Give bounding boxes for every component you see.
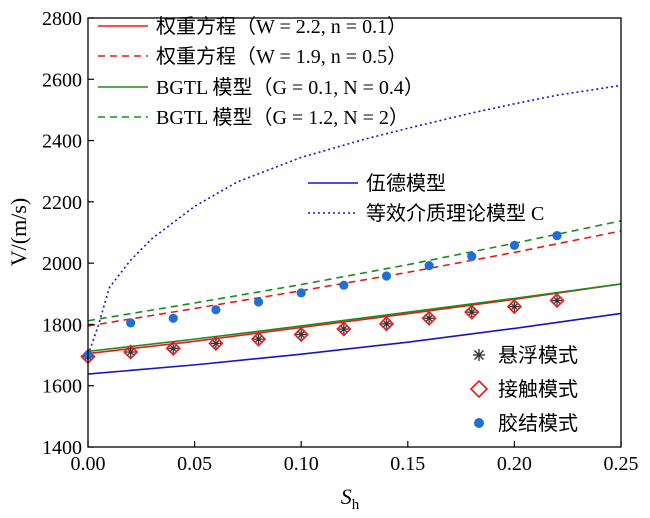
- axes-layer: 0.00 0.05 0.10 0.15 0.20 0.25 1400 1600 1800 2000…: [42, 8, 639, 475]
- series-2-line: [87, 230, 622, 327]
- series-8-point: [506, 299, 523, 315]
- legend-label-1: 权重方程（W = 2.2, n = 0.1）: [156, 15, 407, 38]
- x-tick-label: 0.00: [71, 453, 106, 475]
- series-7-point: [552, 295, 563, 306]
- series-7-point: [168, 343, 179, 354]
- series-8-point: [378, 316, 395, 332]
- series-8-point: [250, 331, 267, 347]
- legend-bottom-right: 悬浮模式 接触模式 胶结模式: [469, 344, 578, 435]
- legend-label-6: 等效介质理论模型 C: [366, 202, 544, 225]
- y-tick-label: 1400: [42, 437, 82, 459]
- legend-middle: 伍德模型 等效介质理论模型 C: [308, 172, 544, 225]
- series-6-line: [87, 84, 622, 356]
- series-5-line: [87, 312, 622, 375]
- series-7-point: [381, 318, 392, 329]
- series-7-point: [125, 347, 136, 358]
- legend-marker-diamond: [469, 379, 489, 399]
- x-axis-title: Sh: [341, 484, 360, 513]
- series-9-point: [467, 251, 477, 262]
- series-8-point: [549, 292, 565, 309]
- series-9-point: [381, 271, 392, 281]
- series-7-point: [253, 334, 264, 345]
- legend-label-4: BGTL 模型（G = 1.2, N = 2）: [156, 106, 409, 129]
- series-9-point: [552, 230, 562, 241]
- series-9-point: [296, 288, 306, 298]
- plot-frame: [87, 17, 622, 448]
- series-4-line: [87, 220, 622, 322]
- series-9-point: [424, 260, 434, 271]
- x-tick-label: 0.25: [604, 453, 639, 475]
- series-8-point: [464, 304, 480, 320]
- y-tick-label: 2200: [42, 192, 82, 214]
- x-tick-label: 0.20: [497, 453, 532, 475]
- y-tick-label: 2400: [42, 131, 82, 153]
- series-7-point: [509, 301, 520, 312]
- legend-label-9: 胶结模式: [498, 412, 578, 435]
- series-8-point: [421, 310, 437, 326]
- legend-label-2: 权重方程（W = 1.9, n = 0.5）: [156, 45, 407, 68]
- x-axis-title-main: S: [341, 484, 352, 509]
- series-3-line: [87, 283, 622, 353]
- series-8-point: [293, 326, 309, 343]
- y-tick-label: 2800: [42, 8, 82, 30]
- y-axis-title: V/(m/s): [6, 198, 31, 266]
- series-9-point: [253, 297, 264, 307]
- series-8-point: [336, 321, 352, 337]
- y-tick-label: 2600: [42, 69, 82, 91]
- legend-label-3: BGTL 模型（G = 0.1, N = 0.4）: [156, 76, 424, 99]
- x-tick-label: 0.05: [177, 453, 212, 475]
- x-axis-title-sub: h: [352, 497, 360, 513]
- series-7-point: [296, 329, 307, 340]
- x-tick-label: 0.10: [284, 453, 319, 475]
- y-tick-label: 1800: [42, 314, 82, 336]
- y-tick-label: 2000: [42, 253, 82, 275]
- legend-label-7: 悬浮模式: [498, 344, 578, 367]
- series-9-point: [211, 305, 221, 315]
- series-7-point: [424, 313, 435, 324]
- legend-marker-asterisk: [473, 349, 485, 361]
- series-9-point: [126, 318, 136, 328]
- series-layer: [80, 84, 622, 375]
- series-8-point: [123, 344, 139, 360]
- series-7-point: [210, 338, 221, 349]
- series-8-point: [165, 340, 181, 356]
- series-7-point: [338, 324, 349, 335]
- legend-marker-circle: [474, 418, 484, 428]
- y-tick-label: 1600: [42, 376, 82, 398]
- series-7-point: [466, 307, 477, 318]
- x-tick-label: 0.15: [390, 453, 425, 475]
- series-9-point: [168, 313, 178, 323]
- series-9-point: [509, 240, 519, 250]
- series-9-point: [339, 280, 349, 290]
- series-8-point: [208, 335, 224, 352]
- legend-label-8: 接触模式: [498, 378, 578, 401]
- legend-label-5: 伍德模型: [366, 172, 446, 195]
- legend-top-left: 权重方程（W = 2.2, n = 0.1） 权重方程（W = 1.9, n =…: [98, 15, 424, 129]
